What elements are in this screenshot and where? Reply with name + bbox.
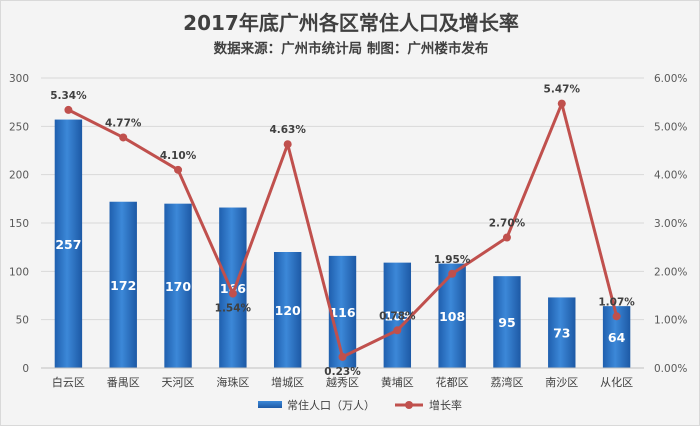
category-label: 荔湾区 [490,375,523,389]
category-label: 越秀区 [326,375,359,389]
legend-line-label: 增长率 [429,398,462,412]
bar-value-label: 166 [220,281,246,296]
bar-value-label: 73 [553,326,570,341]
bar-value-label: 95 [498,315,515,330]
y-right-tick-label: 0.00% [654,363,687,375]
bar [109,201,137,368]
rate-value-label: 1.54% [215,303,252,315]
y-left-tick-label: 300 [9,73,29,85]
bar [164,203,192,368]
rate-point [557,99,566,108]
bar [493,276,521,368]
category-label: 黄埔区 [381,375,414,389]
y-left-tick-label: 200 [9,170,29,182]
y-left-tick-label: 150 [9,218,29,230]
rate-point [612,312,621,321]
rate-value-label: 4.10% [160,150,197,162]
bar-value-label: 170 [165,279,191,294]
bar-value-label: 172 [110,278,136,293]
category-label: 番禺区 [107,376,140,389]
rate-value-label: 4.63% [269,124,306,136]
bar [383,262,412,368]
rate-point [228,289,237,298]
y-right-tick-label: 6.00% [654,73,687,85]
rate-value-label: 0.78% [379,310,416,322]
rate-point [283,140,292,149]
rate-value-label: 1.07% [598,296,635,308]
category-label: 海珠区 [216,375,249,389]
rate-point [174,165,183,174]
y-right-tick-label: 5.00% [654,121,687,133]
legend-bar-swatch [258,401,282,408]
rate-point [448,269,457,278]
bar-value-label: 108 [439,309,465,324]
y-left-tick-label: 100 [9,266,29,278]
y-right-tick-label: 3.00% [654,218,687,230]
bar [438,263,466,368]
y-left-tick-label: 50 [16,315,29,327]
bar-value-label: 109 [384,308,410,323]
category-label: 花都区 [436,376,469,389]
bar [273,252,302,368]
rate-value-label: 5.47% [544,84,581,96]
chart-title: 2017年底广州各区常住人口及增长率 [183,11,519,35]
rate-value-label: 0.23% [324,366,361,378]
bar-value-label: 257 [55,237,81,252]
bar-value-label: 120 [275,303,301,318]
rate-point [502,233,511,242]
bar [548,297,576,368]
y-right-tick-label: 4.00% [654,170,687,182]
y-right-tick-label: 1.00% [654,315,687,327]
category-label: 天河区 [162,376,195,389]
category-label: 南沙区 [545,376,578,389]
category-label: 白云区 [52,375,85,389]
y-right-tick-label: 2.00% [654,266,687,278]
rate-point [338,352,347,361]
rate-value-label: 1.95% [434,254,471,266]
legend-bar-label: 常住人口（万人） [287,398,375,412]
bar [219,207,247,368]
category-label: 从化区 [600,375,633,389]
rate-point [119,133,128,142]
bar-value-label: 116 [329,305,355,320]
rate-value-label: 5.34% [50,90,87,102]
rate-value-label: 4.77% [105,117,142,129]
y-left-tick-label: 250 [9,121,29,133]
y-left-tick-label: 0 [22,363,29,375]
bar [54,119,83,368]
legend-line-marker [405,401,413,409]
bar-value-label: 64 [608,330,626,345]
rate-value-label: 2.70% [489,218,526,230]
rate-point [64,105,73,114]
rate-point [393,326,402,335]
bar [328,255,357,368]
chart-subtitle: 数据来源：广州市统计局 制图：广州楼市发布 [213,41,489,57]
category-label: 增城区 [271,375,304,389]
